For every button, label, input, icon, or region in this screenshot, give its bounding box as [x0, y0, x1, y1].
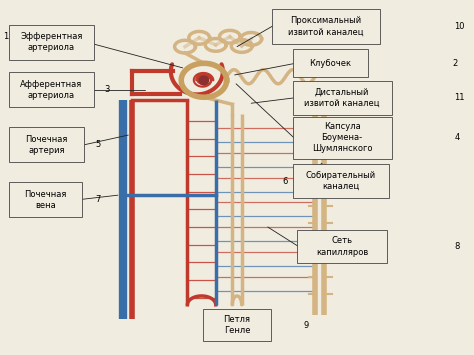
- Text: Эфферентная
артериола: Эфферентная артериола: [20, 32, 82, 52]
- Text: 10: 10: [455, 22, 465, 31]
- FancyBboxPatch shape: [9, 127, 84, 162]
- FancyBboxPatch shape: [293, 117, 392, 159]
- FancyBboxPatch shape: [9, 25, 94, 60]
- Text: 3: 3: [105, 85, 110, 94]
- Text: Собирательный
каналец: Собирательный каналец: [306, 171, 376, 191]
- FancyBboxPatch shape: [9, 182, 82, 217]
- Text: 1: 1: [3, 32, 9, 40]
- FancyBboxPatch shape: [293, 49, 368, 77]
- Text: 2: 2: [452, 59, 457, 68]
- Text: 8: 8: [455, 242, 460, 251]
- FancyBboxPatch shape: [293, 164, 389, 198]
- Text: Сеть
капилляров: Сеть капилляров: [316, 236, 368, 257]
- Text: 4: 4: [455, 133, 460, 142]
- Text: 11: 11: [455, 93, 465, 103]
- FancyBboxPatch shape: [272, 9, 380, 44]
- Polygon shape: [199, 76, 209, 84]
- Text: 7: 7: [95, 195, 100, 204]
- Text: Проксимальный
извитой каналец: Проксимальный извитой каналец: [288, 16, 364, 36]
- Text: Дистальный
извитой каналец: Дистальный извитой каналец: [304, 88, 380, 108]
- Text: Петля
Генле: Петля Генле: [224, 315, 250, 335]
- Text: Клубочек: Клубочек: [309, 59, 351, 68]
- Text: Почечная
вена: Почечная вена: [24, 190, 67, 210]
- Text: Почечная
артерия: Почечная артерия: [26, 135, 68, 155]
- FancyBboxPatch shape: [298, 230, 387, 263]
- Text: 6: 6: [282, 176, 287, 186]
- Text: 5: 5: [95, 141, 100, 149]
- Text: 9: 9: [303, 321, 309, 330]
- Text: Капсула
Боумена-
Шумлянского: Капсула Боумена- Шумлянского: [312, 122, 373, 153]
- Text: Афферентная
артериола: Афферентная артериола: [20, 80, 82, 100]
- FancyBboxPatch shape: [203, 310, 271, 341]
- FancyBboxPatch shape: [9, 72, 94, 108]
- FancyBboxPatch shape: [293, 81, 392, 115]
